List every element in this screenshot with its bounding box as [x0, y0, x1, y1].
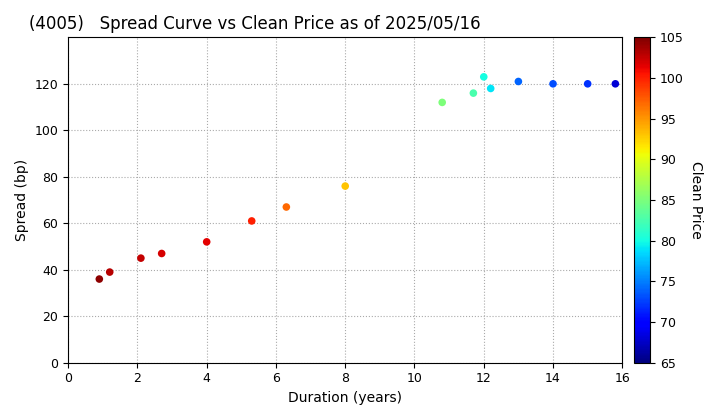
Point	[156, 250, 168, 257]
Text: (4005)   Spread Curve vs Clean Price as of 2025/05/16: (4005) Spread Curve vs Clean Price as of…	[30, 15, 481, 33]
Point	[94, 276, 105, 282]
Point	[485, 85, 497, 92]
Y-axis label: Spread (bp): Spread (bp)	[15, 159, 29, 241]
Point	[201, 239, 212, 245]
X-axis label: Duration (years): Duration (years)	[288, 391, 402, 405]
Point	[436, 99, 448, 106]
Point	[610, 81, 621, 87]
Point	[104, 269, 115, 276]
Point	[513, 78, 524, 85]
Point	[281, 204, 292, 210]
Y-axis label: Clean Price: Clean Price	[690, 161, 703, 239]
Point	[135, 255, 147, 262]
Point	[547, 81, 559, 87]
Point	[467, 90, 479, 97]
Point	[582, 81, 593, 87]
Point	[339, 183, 351, 189]
Point	[246, 218, 258, 224]
Point	[478, 74, 490, 80]
